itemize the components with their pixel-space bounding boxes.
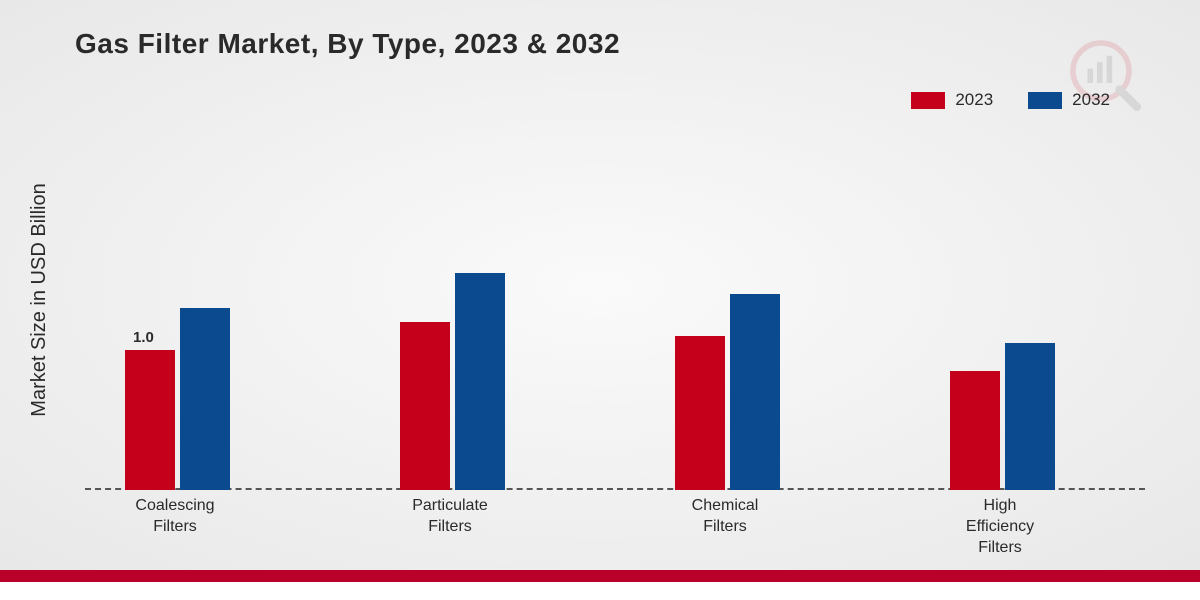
legend-label-2032: 2032 bbox=[1072, 90, 1110, 110]
x-axis-label: HighEfficiencyFilters bbox=[930, 496, 1070, 558]
bar-2023 bbox=[125, 350, 175, 490]
bar-2032 bbox=[730, 294, 780, 490]
bar-2032 bbox=[455, 273, 505, 490]
chart-title: Gas Filter Market, By Type, 2023 & 2032 bbox=[75, 28, 620, 60]
footer-space bbox=[0, 582, 1200, 600]
x-axis-label: ParticulateFilters bbox=[380, 496, 520, 538]
y-axis-label: Market Size in USD Billion bbox=[28, 183, 51, 416]
plot-area: 1.0CoalescingFiltersParticulateFiltersCh… bbox=[85, 140, 1145, 490]
legend-item-2023: 2023 bbox=[911, 90, 993, 110]
bar-2023 bbox=[400, 322, 450, 490]
bar-2032 bbox=[180, 308, 230, 490]
legend: 2023 2032 bbox=[911, 90, 1110, 110]
x-axis-label: ChemicalFilters bbox=[655, 496, 795, 538]
chart-container: Gas Filter Market, By Type, 2023 & 2032 … bbox=[0, 0, 1200, 570]
footer-accent-bar bbox=[0, 570, 1200, 582]
bar-2032 bbox=[1005, 343, 1055, 490]
legend-swatch-2023 bbox=[911, 92, 945, 109]
x-axis-label: CoalescingFilters bbox=[105, 496, 245, 538]
legend-label-2023: 2023 bbox=[955, 90, 993, 110]
bar-2023 bbox=[675, 336, 725, 490]
value-label: 1.0 bbox=[133, 329, 154, 346]
legend-item-2032: 2032 bbox=[1028, 90, 1110, 110]
bar-2023 bbox=[950, 371, 1000, 490]
legend-swatch-2032 bbox=[1028, 92, 1062, 109]
